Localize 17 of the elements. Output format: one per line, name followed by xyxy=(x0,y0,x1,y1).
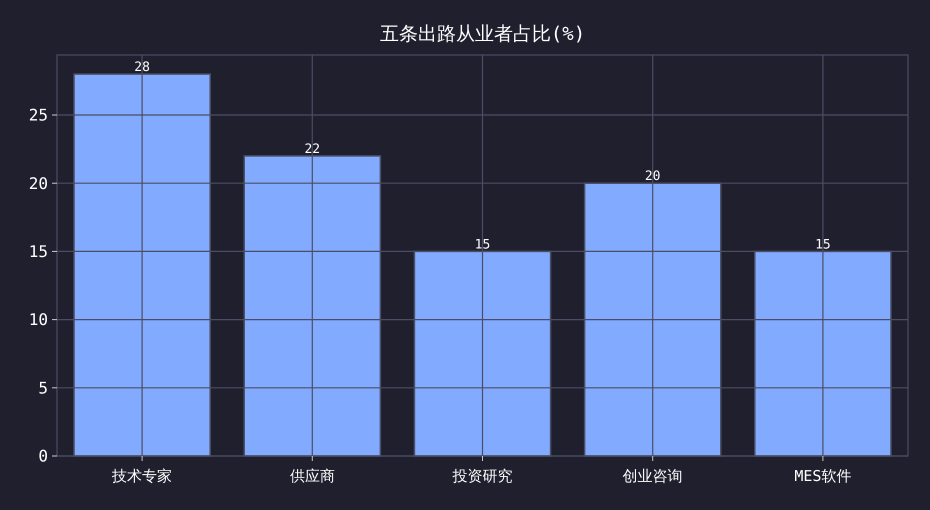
y-tick-label: 15 xyxy=(28,242,48,262)
data-label: 22 xyxy=(304,142,320,157)
y-tick-label: 5 xyxy=(38,378,48,398)
data-label: 15 xyxy=(815,237,831,252)
data-label: 20 xyxy=(644,169,661,184)
y-tick-label: 10 xyxy=(28,310,48,330)
x-tick-label: 技术专家 xyxy=(111,467,172,485)
x-tick-label: MES软件 xyxy=(794,467,852,485)
x-tick-label: 投资研究 xyxy=(452,467,512,485)
chart-title: 五条出路从业者占比(%) xyxy=(380,23,586,45)
y-tick-label: 20 xyxy=(28,174,48,193)
y-tick-label: 0 xyxy=(38,446,48,466)
data-label: 28 xyxy=(134,60,150,76)
x-tick-label: 供应商 xyxy=(290,467,335,485)
x-tick-label: 创业咨询 xyxy=(622,467,683,485)
y-tick-label: 25 xyxy=(28,106,48,125)
data-label: 15 xyxy=(474,237,490,252)
